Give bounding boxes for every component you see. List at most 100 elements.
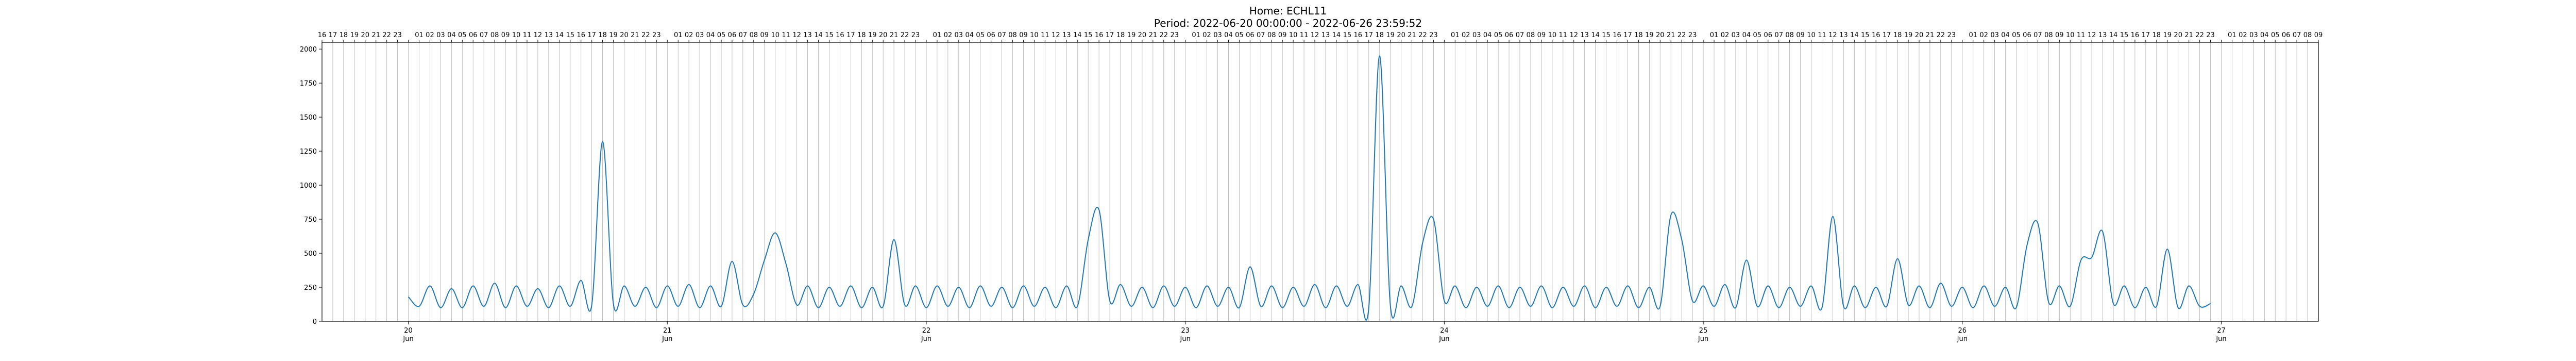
hour-tick-label: 08 <box>1267 31 1276 39</box>
hour-tick-label: 08 <box>1785 31 1794 39</box>
hour-tick-label: 12 <box>1052 31 1060 39</box>
hour-tick-label: 10 <box>1289 31 1298 39</box>
hour-tick-label: 19 <box>350 31 359 39</box>
hour-tick-label: 07 <box>1257 31 1265 39</box>
hour-tick-label: 23 <box>2206 31 2215 39</box>
y-tick-label: 1000 <box>300 182 317 190</box>
hour-tick-label: 06 <box>1505 31 1514 39</box>
hour-tick-label: 15 <box>1084 31 1093 39</box>
hour-tick-label: 15 <box>1343 31 1352 39</box>
hour-tick-label: 05 <box>1494 31 1503 39</box>
hour-tick-label: 08 <box>750 31 758 39</box>
hour-tick-label: 10 <box>771 31 779 39</box>
hour-tick-label: 04 <box>1742 31 1751 39</box>
hour-tick-label: 16 <box>1872 31 1880 39</box>
hour-tick-label: 06 <box>2282 31 2291 39</box>
hour-tick-label: 22 <box>1677 31 1686 39</box>
hour-tick-label: 01 <box>1969 31 1977 39</box>
hour-tick-label: 22 <box>641 31 650 39</box>
hour-tick-label: 20 <box>1138 31 1147 39</box>
x-tick-day-label: 21 <box>663 327 672 335</box>
x-tick-month-label: Jun <box>1180 335 1191 343</box>
hour-tick-label: 08 <box>1008 31 1017 39</box>
hour-tick-label: 03 <box>955 31 963 39</box>
y-tick-label: 1250 <box>300 148 317 156</box>
hour-tick-label: 22 <box>382 31 391 39</box>
hour-tick-label: 01 <box>415 31 423 39</box>
hour-tick-label: 09 <box>1537 31 1546 39</box>
hour-tick-label: 15 <box>2120 31 2129 39</box>
hour-tick-label: 21 <box>1408 31 1416 39</box>
hour-tick-label: 11 <box>1559 31 1568 39</box>
hour-tick-label: 22 <box>1418 31 1427 39</box>
hour-tick-label: 07 <box>997 31 1006 39</box>
hour-tick-label: 10 <box>1548 31 1557 39</box>
hour-tick-label: 22 <box>2195 31 2204 39</box>
hour-tick-label: 10 <box>1807 31 1816 39</box>
hour-tick-label: 05 <box>2271 31 2280 39</box>
hour-tick-label: 12 <box>1828 31 1837 39</box>
hour-tick-label: 14 <box>2109 31 2118 39</box>
hour-tick-label: 05 <box>458 31 467 39</box>
x-tick-day-label: 26 <box>1958 327 1967 335</box>
y-tick-label: 250 <box>304 284 317 292</box>
hour-tick-label: 22 <box>1937 31 1945 39</box>
hour-tick-label: 14 <box>1850 31 1859 39</box>
x-tick-day-label: 22 <box>922 327 931 335</box>
hour-tick-label: 12 <box>2088 31 2096 39</box>
hour-tick-label: 03 <box>1732 31 1740 39</box>
hour-tick-label: 18 <box>1634 31 1643 39</box>
hour-tick-label: 16 <box>318 31 327 39</box>
hour-tick-label: 21 <box>1149 31 1158 39</box>
hour-tick-label: 21 <box>1667 31 1675 39</box>
hour-tick-label: 23 <box>652 31 661 39</box>
hour-tick-label: 19 <box>1904 31 1913 39</box>
hour-tick-label: 05 <box>976 31 985 39</box>
hour-tick-label: 23 <box>1947 31 1956 39</box>
hour-tick-label: 06 <box>1246 31 1255 39</box>
x-tick-month-label: Jun <box>662 335 672 343</box>
hour-tick-label: 23 <box>1170 31 1179 39</box>
hour-tick-label: 04 <box>1483 31 1492 39</box>
hour-tick-label: 13 <box>2098 31 2107 39</box>
hour-tick-label: 20 <box>879 31 888 39</box>
hour-tick-label: 05 <box>1753 31 1762 39</box>
hour-tick-label: 10 <box>1030 31 1039 39</box>
hour-tick-label: 12 <box>1311 31 1319 39</box>
hour-tick-label: 09 <box>1019 31 1028 39</box>
hour-tick-label: 02 <box>1979 31 1988 39</box>
hour-tick-label: 14 <box>814 31 823 39</box>
hour-tick-label: 18 <box>857 31 866 39</box>
hour-tick-label: 06 <box>1764 31 1772 39</box>
hour-tick-label: 14 <box>555 31 564 39</box>
hour-tick-label: 03 <box>1472 31 1481 39</box>
hour-tick-label: 03 <box>2249 31 2258 39</box>
x-tick-month-label: Jun <box>1438 335 1449 343</box>
hour-tick-label: 11 <box>1041 31 1049 39</box>
hour-tick-label: 07 <box>2293 31 2301 39</box>
hour-tick-label: 01 <box>933 31 942 39</box>
series-line <box>408 55 2211 321</box>
hour-tick-label: 04 <box>2001 31 2010 39</box>
hour-tick-label: 17 <box>2142 31 2150 39</box>
hour-tick-label: 19 <box>609 31 618 39</box>
x-tick-day-label: 23 <box>1181 327 1190 335</box>
hour-tick-label: 18 <box>1375 31 1384 39</box>
hour-tick-label: 17 <box>1623 31 1632 39</box>
hour-tick-label: 13 <box>1580 31 1589 39</box>
hour-tick-label: 01 <box>2228 31 2236 39</box>
hour-tick-label: 23 <box>911 31 920 39</box>
top-hour-axis: 16 17 18 19 20 21 22 23 01 02 03 04 05 06 07 08 09 10 11 12… <box>318 31 2323 42</box>
hour-tick-label: 11 <box>523 31 532 39</box>
hour-tick-label: 13 <box>803 31 812 39</box>
hour-tick-label: 09 <box>2055 31 2064 39</box>
hour-tick-label: 03 <box>1213 31 1222 39</box>
y-axis: 0 250 500 750 1000 1250 1500 1750 2000 <box>300 46 322 326</box>
hour-tick-label: 11 <box>1818 31 1826 39</box>
hour-tick-label: 08 <box>2303 31 2312 39</box>
hour-tick-label: 02 <box>1721 31 1730 39</box>
hour-tick-label: 17 <box>1883 31 1891 39</box>
hour-tick-label: 21 <box>2184 31 2193 39</box>
